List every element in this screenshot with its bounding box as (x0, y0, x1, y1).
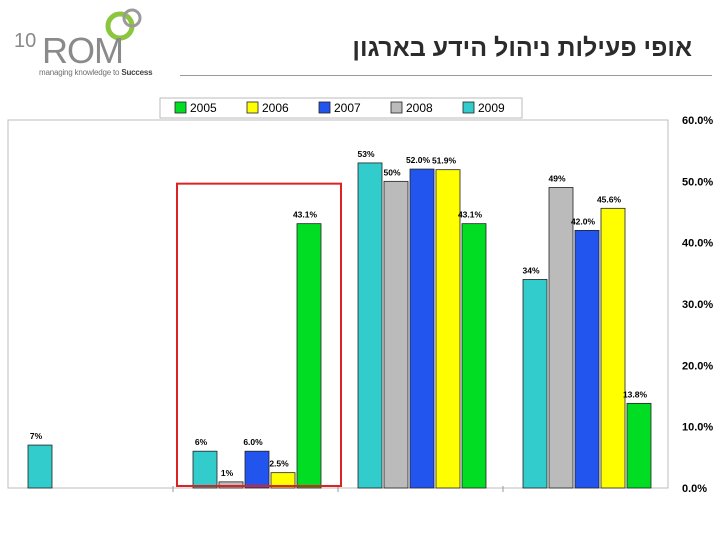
bar-2009-group-2 (192, 450, 218, 489)
highlight-box (176, 182, 342, 488)
logo-swirl-icon (105, 8, 142, 41)
bar-2006-group-3 (435, 169, 461, 489)
y-tick-label: 40.0% (682, 238, 713, 250)
bar-2007-group-4 (574, 229, 600, 489)
legend-label-2008: 2008 (406, 101, 433, 115)
legend-swatch-2009 (462, 101, 475, 114)
logo-tagline: managing knowledge to Success (39, 68, 153, 77)
legend: 2005 2006 2007 2008 2009 (159, 97, 523, 119)
bar-2005-group-2 (296, 223, 322, 489)
bar-2009-group-4 (522, 279, 548, 489)
legend-label-2009: 2009 (478, 101, 505, 115)
data-label: 2.5% (269, 459, 289, 469)
y-tick-label: 0.0% (682, 483, 707, 495)
bars-layer (27, 162, 652, 489)
logo-number: 10 (14, 30, 37, 52)
logo-wordmark: ROM (42, 30, 124, 71)
bar-2008-group-4 (548, 187, 574, 489)
bar-2006-group-2 (270, 472, 296, 489)
bar-2008-group-3 (383, 180, 409, 489)
legend-label-2007: 2007 (334, 101, 361, 115)
data-label: 7% (30, 431, 43, 441)
data-label: 43.1% (293, 210, 318, 220)
legend-swatch-2005 (174, 101, 187, 114)
bar-2005-group-3 (461, 223, 487, 489)
data-label: 34% (522, 265, 539, 275)
data-label: 45.6% (597, 194, 622, 204)
y-axis-ticks: 0.0% 10.0% 20.0% 30.0% 40.0% 50.0% 60.0% (682, 115, 713, 495)
legend-swatch-2006 (246, 101, 259, 114)
y-tick-label: 60.0% (682, 115, 713, 127)
bar-2005-group-4 (626, 402, 652, 489)
bar-2007-group-3 (409, 168, 435, 489)
title-divider (180, 75, 712, 76)
legend-swatch-2008 (390, 101, 403, 114)
data-label: 51.9% (432, 156, 457, 166)
rom-logo: 10 ROM managing knowledge to Success (6, 6, 181, 78)
legend-label-2005: 2005 (190, 101, 217, 115)
bar-2009-group-3 (357, 162, 383, 489)
highlight-layer (176, 182, 342, 488)
y-tick-label: 30.0% (682, 299, 713, 311)
data-label: 50% (383, 167, 400, 177)
data-label: 13.8% (623, 389, 648, 399)
bar-2007-group-2 (244, 450, 270, 489)
y-tick-label: 20.0% (682, 360, 713, 372)
bar-2009-group-1 (27, 444, 53, 489)
data-label: 43.1% (458, 210, 483, 220)
data-label: 42.0% (571, 216, 596, 226)
data-label: 49% (548, 173, 565, 183)
y-tick-label: 50.0% (682, 176, 713, 188)
data-label: 6% (195, 437, 208, 447)
bar-2006-group-4 (600, 207, 626, 489)
data-labels-layer: 7% 6% 1% 6.0% 2.5% 43.1% 53% 50% 52.0% 51.9% 43.1%… (30, 149, 648, 478)
bar-2008-group-2 (218, 481, 244, 489)
legend-label-2006: 2006 (262, 101, 289, 115)
data-label: 1% (221, 468, 234, 478)
legend-swatch-2007 (318, 101, 331, 114)
data-label: 6.0% (243, 437, 263, 447)
data-label: 53% (357, 149, 374, 159)
data-label: 52.0% (406, 155, 431, 165)
page-title: אופי פעילות ניהול הידע בארגון (352, 34, 692, 62)
y-tick-label: 10.0% (682, 422, 713, 434)
